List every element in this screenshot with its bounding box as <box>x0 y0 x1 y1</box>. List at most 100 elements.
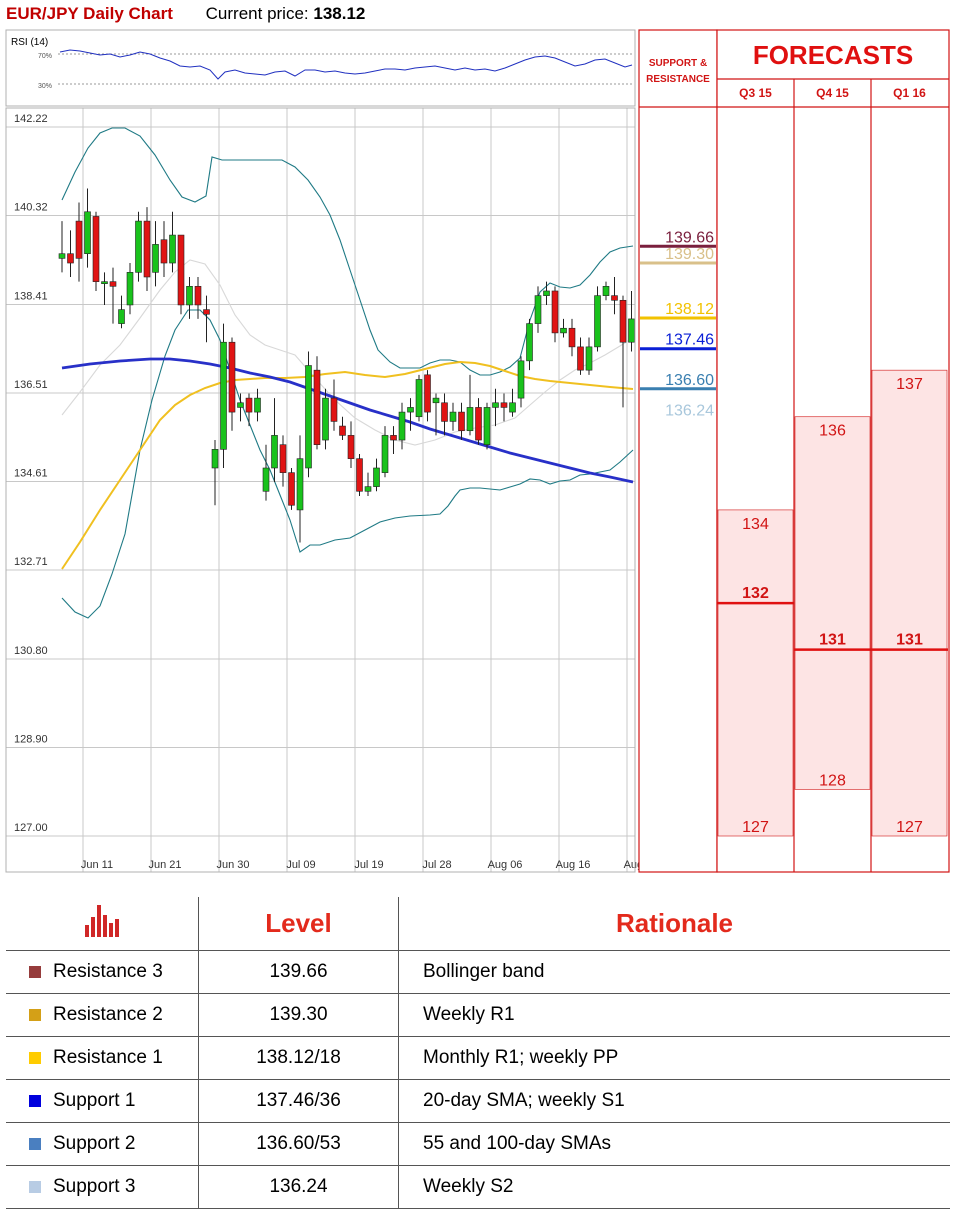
y-tick-label: 130.80 <box>14 645 48 657</box>
y-tick-label: 132.71 <box>14 556 48 568</box>
candle-up <box>169 234 176 264</box>
candle-down <box>228 341 236 413</box>
candle-down <box>194 286 202 306</box>
candle-up <box>534 295 542 324</box>
candle-down <box>313 369 321 445</box>
candle-up <box>152 244 159 273</box>
bars-icon <box>6 897 199 951</box>
candlestick-series <box>58 188 635 543</box>
forecast-column-label: Q4 15 <box>816 86 849 100</box>
candle-down <box>577 346 584 371</box>
candle-up <box>407 407 414 413</box>
level-swatch <box>29 1137 41 1150</box>
chart-canvas: RSI (14) 70% 30% 142.22 140.32 138.41 136.5… <box>5 29 950 873</box>
candle-up <box>492 402 499 408</box>
candle-up <box>602 286 610 296</box>
candle-up <box>517 360 525 399</box>
candle-up <box>526 323 533 362</box>
candle-down <box>500 402 508 408</box>
x-tick-label: Aug 06 <box>488 859 523 871</box>
candle-down <box>475 407 482 441</box>
forecast-range-lower <box>794 649 871 790</box>
price-axis: 142.22 140.32 138.41 136.51 134.61 132.71 130.… <box>14 113 48 834</box>
y-tick-label: 128.90 <box>14 733 48 745</box>
level-rationale: 20-day SMA; weekly S1 <box>398 1079 950 1123</box>
candle-up <box>118 309 125 324</box>
forecast-title: FORECASTS <box>753 40 913 70</box>
level-value: 138.12/18 <box>198 1036 399 1080</box>
candle-down <box>347 435 355 459</box>
sr-level-label: 138.12 <box>665 301 714 318</box>
table-row: Support 2 136.60/53 55 and 100-day SMAs <box>6 1122 950 1166</box>
candle-up <box>262 467 270 492</box>
level-rationale: Bollinger band <box>398 950 950 994</box>
y-tick-label: 142.22 <box>14 113 48 125</box>
forecast-column-label: Q3 15 <box>739 86 772 100</box>
candle-down <box>611 295 618 301</box>
candle-up <box>466 407 474 432</box>
sr-level-label: 136.24 <box>665 403 714 420</box>
y-tick-label: 134.61 <box>14 468 48 480</box>
candle-down <box>177 234 185 306</box>
x-tick-label: Jun 21 <box>148 859 181 871</box>
candle-down <box>390 435 397 441</box>
candle-down <box>424 374 431 413</box>
x-tick-label: Jun 11 <box>81 859 113 871</box>
candle-up <box>186 286 193 306</box>
sr-header-1: SUPPORT & <box>649 58 707 69</box>
chart-header: EUR/JPY Daily Chart Current price: 138.1… <box>6 4 365 26</box>
candle-down <box>339 425 346 436</box>
candle-down <box>619 299 627 343</box>
candle-up <box>415 379 423 418</box>
candle-up <box>305 365 312 469</box>
table-row: Resistance 3 139.66 Bollinger band <box>6 950 950 994</box>
candle-up <box>594 295 601 348</box>
rsi-30-label: 30% <box>38 83 52 90</box>
candle-down <box>75 220 83 259</box>
level-value: 139.66 <box>198 950 399 994</box>
level-swatch <box>29 1051 41 1064</box>
sma-55 <box>61 360 634 570</box>
candle-down <box>568 327 576 348</box>
level-value: 136.24 <box>198 1165 399 1209</box>
table-header-row: Level Rationale <box>6 897 950 951</box>
sma-mid <box>61 259 634 446</box>
candle-up <box>483 407 491 445</box>
candle-up <box>560 327 567 334</box>
level-name: Resistance 3 <box>53 961 163 982</box>
level-swatch <box>29 965 41 978</box>
level-swatch <box>29 1094 41 1107</box>
candle-up <box>126 272 134 306</box>
level-name: Support 3 <box>53 1176 136 1197</box>
candle-up <box>373 467 380 487</box>
level-name: Support 1 <box>53 1090 136 1111</box>
forecast-range-upper <box>717 509 794 604</box>
y-tick-label: 127.00 <box>14 822 48 834</box>
candle-up <box>254 397 261 413</box>
bollinger-upper <box>61 127 634 376</box>
forecast-bottom-label: 128 <box>819 772 846 789</box>
candle-up <box>58 253 66 259</box>
candle-up <box>364 486 372 492</box>
level-name: Support 2 <box>53 1133 136 1154</box>
candle-down <box>330 397 338 422</box>
forecast-top-label: 136 <box>819 423 846 440</box>
forecast-mid-label: 131 <box>896 632 923 649</box>
level-value: 139.30 <box>198 993 399 1037</box>
x-tick-label: Jun 30 <box>216 859 249 871</box>
level-rationale: Weekly S2 <box>398 1165 950 1209</box>
level-rationale: Monthly R1; weekly PP <box>398 1036 950 1080</box>
candle-down <box>288 472 295 506</box>
price-label: Current price: <box>205 4 309 23</box>
level-name: Resistance 1 <box>53 1047 163 1068</box>
candle-up <box>84 211 91 255</box>
table-row: Resistance 1 138.12/18 Monthly R1; weekly … <box>6 1036 950 1080</box>
candle-up <box>237 402 244 408</box>
candle-up <box>628 318 635 343</box>
candle-down <box>245 397 253 413</box>
sr-level-label: 137.46 <box>665 332 714 349</box>
sr-panel <box>638 29 718 873</box>
candle-up <box>322 397 329 441</box>
candle-down <box>356 458 363 492</box>
candle-down <box>279 444 287 473</box>
